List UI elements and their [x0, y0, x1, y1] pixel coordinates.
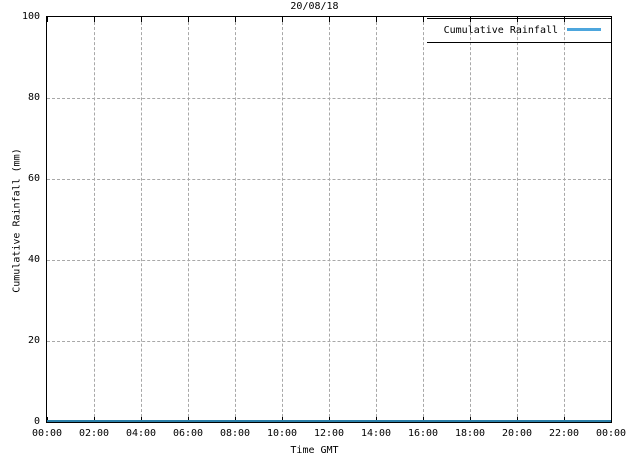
- x-axis-tick-top: [235, 17, 236, 22]
- y-axis-tick-label: 80: [27, 92, 40, 103]
- y-axis-title: Cumulative Rainfall (mm): [11, 148, 23, 293]
- x-axis-tick-top: [47, 17, 48, 22]
- x-axis-tick: [47, 417, 48, 422]
- legend-line-swatch: [567, 28, 601, 31]
- gridline-vertical: [517, 17, 518, 422]
- x-axis-tick-top: [423, 17, 424, 22]
- chart-title: 20/08/18: [290, 1, 339, 12]
- x-axis-tick-label: 14:00: [360, 428, 392, 439]
- plot-area: [46, 16, 612, 423]
- x-axis-tick-top: [282, 17, 283, 22]
- x-axis-tick-label: 18:00: [454, 428, 486, 439]
- x-axis-tick-label: 00:00: [595, 428, 627, 439]
- x-axis-tick: [141, 417, 142, 422]
- x-axis-tick: [564, 417, 565, 422]
- y-axis-tick-label: 20: [27, 335, 40, 346]
- x-axis-tick-top: [517, 17, 518, 22]
- x-axis-tick: [376, 417, 377, 422]
- x-axis-tick-label: 16:00: [407, 428, 439, 439]
- x-axis-tick-label: 20:00: [501, 428, 533, 439]
- x-axis-title: Time GMT: [290, 445, 339, 456]
- x-axis-tick-top: [188, 17, 189, 22]
- gridline-vertical: [141, 17, 142, 422]
- x-axis-tick-label: 00:00: [31, 428, 63, 439]
- x-axis-tick-label: 04:00: [125, 428, 157, 439]
- gridline-vertical: [423, 17, 424, 422]
- x-axis-tick: [517, 417, 518, 422]
- gridline-vertical: [235, 17, 236, 422]
- x-axis-tick-label: 12:00: [313, 428, 345, 439]
- y-axis-tick-label: 40: [27, 254, 40, 265]
- gridline-vertical: [94, 17, 95, 422]
- x-axis-tick-top: [329, 17, 330, 22]
- x-axis-tick-top: [470, 17, 471, 22]
- x-axis-tick: [188, 417, 189, 422]
- gridline-vertical: [470, 17, 471, 422]
- y-axis-tick-label: 100: [21, 11, 40, 22]
- x-axis-tick: [94, 417, 95, 422]
- plot-grid-container: [47, 17, 611, 422]
- x-axis-tick-label: 10:00: [266, 428, 298, 439]
- x-axis-tick-label: 08:00: [219, 428, 251, 439]
- gridline-vertical: [329, 17, 330, 422]
- chart-legend: Cumulative Rainfall: [427, 18, 612, 43]
- x-axis-tick: [423, 417, 424, 422]
- x-axis-tick-label: 22:00: [548, 428, 580, 439]
- x-axis-tick: [235, 417, 236, 422]
- gridline-vertical: [376, 17, 377, 422]
- x-axis-tick-top: [94, 17, 95, 22]
- gridline-vertical: [188, 17, 189, 422]
- x-axis-tick-top: [376, 17, 377, 22]
- gridline-vertical: [564, 17, 565, 422]
- x-axis-tick: [329, 417, 330, 422]
- x-axis-tick: [470, 417, 471, 422]
- series-line-cumulative-rainfall: [47, 420, 611, 422]
- x-axis-tick-label: 06:00: [172, 428, 204, 439]
- gridline-vertical: [282, 17, 283, 422]
- x-axis-tick-top: [564, 17, 565, 22]
- y-axis-tick-label: 60: [27, 173, 40, 184]
- y-axis-tick-label: 0: [33, 416, 40, 427]
- x-axis-tick: [282, 417, 283, 422]
- x-axis-tick-label: 02:00: [78, 428, 110, 439]
- x-axis-tick-top: [141, 17, 142, 22]
- legend-item-label: Cumulative Rainfall: [443, 25, 558, 36]
